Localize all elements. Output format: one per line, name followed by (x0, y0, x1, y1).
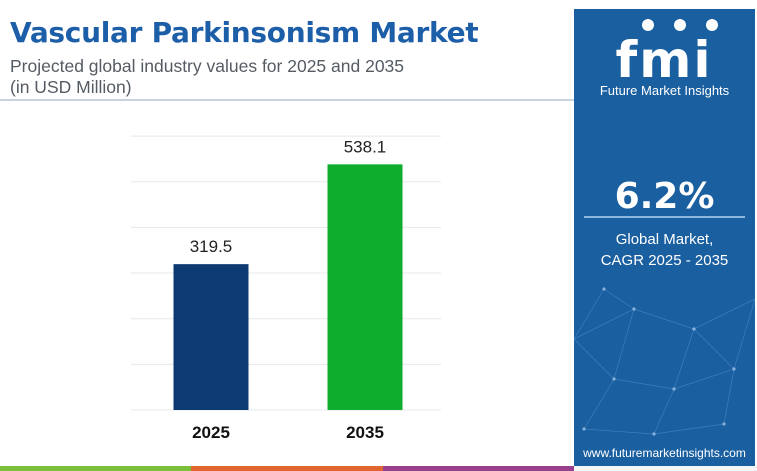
cagr-value: 6.2% (614, 176, 715, 217)
bar-2035 (327, 164, 403, 410)
logo-wordmark: fmi (616, 31, 713, 85)
cagr-label: Global Market, CAGR 2025 - 2035 (574, 229, 755, 271)
chart-subtitle: Projected global industry values for 202… (10, 56, 404, 98)
logo-ornament-icon (706, 19, 718, 31)
logo-ornament-icon (642, 19, 654, 31)
subtitle-line-1: Projected global industry values for 202… (10, 56, 405, 76)
accent-segment-purple (382, 466, 574, 471)
website-link[interactable]: www.futuremarketinsights.com (583, 446, 746, 460)
accent-segment-green (0, 466, 192, 471)
logo-tagline: Future Market Insights (599, 83, 730, 98)
header-divider (0, 99, 574, 101)
x-tick-label-2035: 2035 (346, 423, 384, 442)
chart-title: Vascular Parkinsonism Market (10, 16, 479, 49)
bottom-accent-bar (0, 466, 574, 471)
subtitle-line-2: (in USD Million) (10, 77, 132, 97)
data-label-2025: 319.5 (190, 237, 233, 256)
x-tick-label-2025: 2025 (192, 423, 230, 442)
cagr-divider (584, 216, 745, 218)
network-graphic (574, 287, 755, 436)
data-label-2035: 538.1 (344, 137, 387, 156)
bar-2025 (173, 264, 249, 410)
cagr-label-line-2: CAGR 2025 - 2035 (600, 252, 729, 269)
cagr-label-line-1: Global Market, (615, 231, 714, 248)
bar-chart: 319.5 2025 538.1 2035 (131, 135, 441, 442)
fmi-logo: fmi (616, 19, 718, 85)
logo-ornament-icon (674, 19, 686, 31)
accent-segment-orange (191, 466, 383, 471)
sidebar-panel: fmi Future Market Insights 6.2% Global M… (574, 9, 755, 466)
